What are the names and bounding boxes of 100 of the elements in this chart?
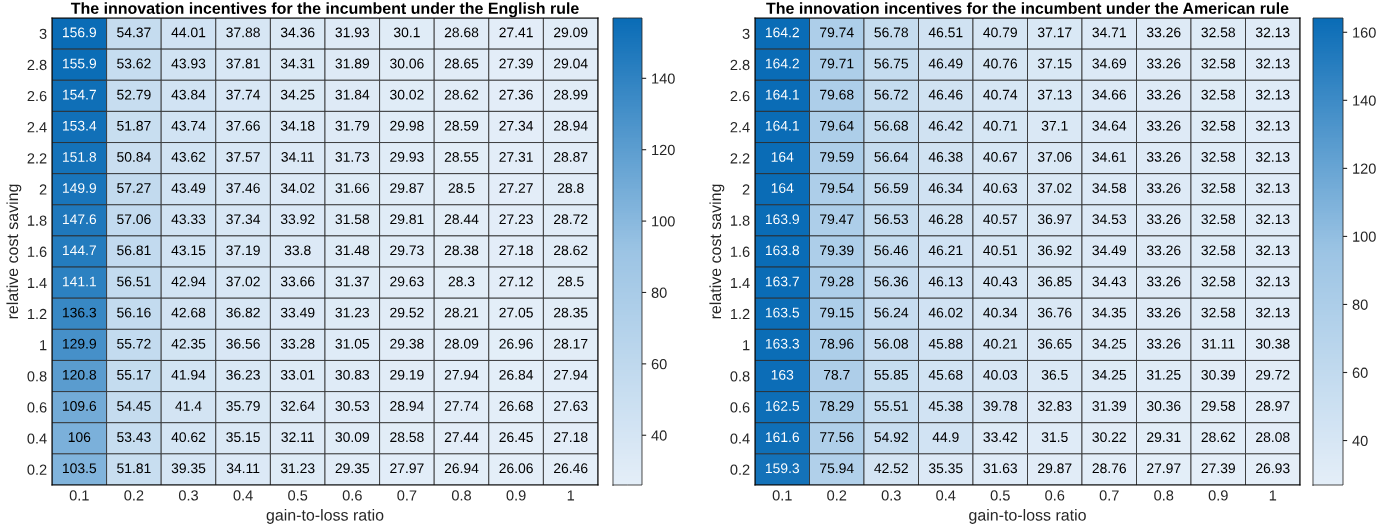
data-label: 155.9 <box>62 58 97 69</box>
data-label: 46.02 <box>928 307 963 318</box>
data-label: 31.37 <box>335 276 369 287</box>
data-label: 37.02 <box>1037 183 1072 193</box>
data-label: 163.5 <box>765 307 800 318</box>
data-label: 37.02 <box>226 276 260 287</box>
data-label: 28.21 <box>444 307 479 318</box>
data-label: 27.41 <box>499 27 533 38</box>
data-label: 27.44 <box>444 432 479 442</box>
data-label: 33.92 <box>280 214 315 225</box>
data-label: 30.39 <box>1201 369 1235 380</box>
data-label: 29.09 <box>554 27 588 38</box>
y-tick-label: 1.6 <box>27 246 47 257</box>
data-label: 33.26 <box>1146 276 1181 287</box>
data-label: 28.87 <box>554 151 588 162</box>
data-label: 28.99 <box>554 89 588 100</box>
color-bar-label: 100 <box>1353 231 1376 242</box>
data-label: 34.18 <box>280 120 315 131</box>
data-label: 164.2 <box>765 27 799 38</box>
data-label: 32.13 <box>1255 89 1290 100</box>
x-tick-label: 0.8 <box>451 490 471 501</box>
data-label: 27.94 <box>554 369 588 380</box>
data-label: 34.31 <box>280 58 315 69</box>
y-tick-label: 0.6 <box>730 402 750 413</box>
data-label: 37.19 <box>226 245 260 256</box>
data-label: 35.79 <box>226 401 260 411</box>
data-label: 56.81 <box>117 245 151 256</box>
data-label: 55.51 <box>874 401 908 411</box>
y-tick-label: 0.2 <box>27 464 47 475</box>
data-label: 43.84 <box>171 89 206 100</box>
data-label: 31.23 <box>280 463 315 474</box>
y-tick-label: 0.2 <box>730 464 750 475</box>
data-label: 51.81 <box>117 463 151 474</box>
data-label: 46.49 <box>928 58 963 69</box>
data-label: 32.13 <box>1255 58 1290 69</box>
data-label: 77.56 <box>820 432 854 443</box>
x-tick-label: 0.9 <box>1208 490 1228 501</box>
data-label: 29.35 <box>335 463 370 474</box>
color-bar-label: 120 <box>1353 163 1376 174</box>
data-label: 27.27 <box>499 183 533 193</box>
color-bar-label: 80 <box>651 287 667 298</box>
x-tick-label: 0.3 <box>881 490 901 501</box>
data-label: 29.52 <box>390 307 424 318</box>
data-label: 37.81 <box>226 58 260 69</box>
x-tick-label: 0.7 <box>1099 490 1119 501</box>
y-tick-label: 1 <box>743 340 750 351</box>
color-bar-label: 40 <box>1352 435 1368 446</box>
color-bar-label: 140 <box>652 73 675 84</box>
data-label: 53.43 <box>117 432 151 443</box>
x-tick-label: 0.1 <box>69 490 89 501</box>
y-tick-label: 1.6 <box>730 246 750 257</box>
data-label: 36.97 <box>1037 214 1072 225</box>
data-label: 33.26 <box>1146 338 1181 349</box>
data-label: 34.64 <box>1092 120 1127 131</box>
y-tick-label: 3 <box>39 28 47 39</box>
data-label: 46.13 <box>928 276 963 287</box>
data-label: 43.74 <box>171 120 206 131</box>
data-label: 56.46 <box>874 245 909 256</box>
data-label: 33.49 <box>280 307 315 318</box>
y-tick-label: 3 <box>742 28 750 39</box>
data-label: 44.9 <box>932 432 959 443</box>
data-label: 28.76 <box>1092 463 1127 474</box>
data-label: 31.5 <box>1041 432 1068 443</box>
data-label: 34.11 <box>226 463 260 474</box>
data-label: 56.36 <box>874 276 909 287</box>
data-label: 28.38 <box>444 245 479 256</box>
data-label: 45.68 <box>928 369 963 380</box>
data-label: 79.74 <box>820 27 854 38</box>
y-tick-label: 2.2 <box>730 153 750 164</box>
data-label: 37.57 <box>226 151 260 162</box>
data-label: 33.26 <box>1146 183 1181 193</box>
data-label: 149.9 <box>62 183 97 193</box>
data-label: 28.72 <box>554 214 588 225</box>
data-label: 144.7 <box>62 245 96 256</box>
data-label: 27.18 <box>554 432 588 443</box>
data-label: 34.58 <box>1092 183 1127 193</box>
data-label: 55.72 <box>117 338 151 349</box>
data-label: 56.24 <box>874 307 909 318</box>
chart-title: The innovation incentives for the incumbent under the American rule <box>766 2 1289 14</box>
data-label: 34.25 <box>1092 338 1127 349</box>
data-label: 40.03 <box>983 369 1018 380</box>
data-label: 27.63 <box>554 401 588 411</box>
data-label: 159.3 <box>765 463 800 474</box>
data-label: 27.31 <box>499 151 533 162</box>
data-label: 39.35 <box>171 463 206 474</box>
y-tick-label: 2.4 <box>27 122 47 133</box>
data-label: 28.59 <box>444 120 479 131</box>
data-label: 41.4 <box>175 401 202 411</box>
data-label: 40.57 <box>983 214 1017 225</box>
data-label: 36.82 <box>226 307 260 318</box>
data-label: 32.11 <box>281 432 314 443</box>
data-label: 27.12 <box>499 276 533 287</box>
data-label: 33.26 <box>1146 120 1181 131</box>
data-label: 33.26 <box>1146 27 1181 38</box>
data-label: 28.35 <box>554 307 588 318</box>
data-label: 32.58 <box>1201 120 1236 131</box>
data-label: 26.84 <box>499 369 534 380</box>
data-label: 56.64 <box>874 151 909 162</box>
data-label: 46.38 <box>928 151 963 162</box>
data-label: 33.26 <box>1146 151 1181 162</box>
